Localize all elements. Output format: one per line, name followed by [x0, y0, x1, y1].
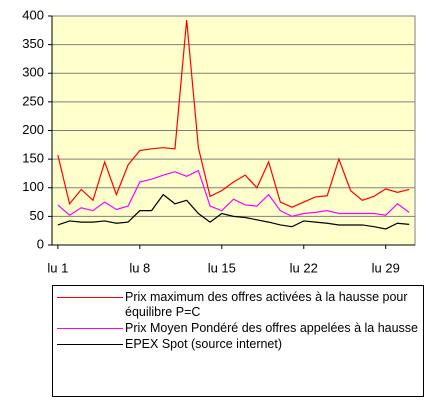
- x-tick-label: lu 22: [290, 260, 318, 275]
- y-tick-label: 0: [37, 236, 44, 251]
- y-tick-label: 400: [22, 7, 44, 22]
- legend-swatch: [55, 290, 125, 305]
- y-tick-label: 350: [22, 36, 44, 51]
- legend-swatch: [55, 321, 125, 336]
- x-tick-label: lu 29: [372, 260, 400, 275]
- legend: Prix maximum des offres activées à la ha…: [52, 285, 424, 397]
- legend-label: Prix Moyen Pondéré des offres appelées à…: [125, 321, 419, 335]
- legend-entry: Prix Moyen Pondéré des offres appelées à…: [55, 321, 421, 336]
- legend-swatch: [55, 337, 125, 352]
- y-tick-label: 200: [22, 122, 44, 137]
- x-tick-label: lu 15: [208, 260, 236, 275]
- series-line: [57, 169, 410, 218]
- y-tick-label: 250: [22, 93, 44, 108]
- legend-entry: Prix maximum des offres activées à la ha…: [55, 290, 421, 320]
- legend-entry: EPEX Spot (source internet): [55, 337, 421, 352]
- y-tick-label: 300: [22, 65, 44, 80]
- series-line: [57, 19, 410, 208]
- legend-label: Prix maximum des offres activées à la ha…: [125, 290, 408, 319]
- x-tick-label: lu 8: [129, 260, 150, 275]
- y-tick-label: 150: [22, 151, 44, 166]
- series-line: [57, 193, 410, 230]
- y-tick-label: 100: [22, 179, 44, 194]
- chart: 0 50 100 150 200 250 300 350 400 lu 1 lu 8 lu 15 lu …: [22, 7, 416, 275]
- y-tick-label: 50: [30, 208, 44, 223]
- x-tick-label: lu 1: [47, 260, 68, 275]
- legend-label: EPEX Spot (source internet): [125, 337, 283, 351]
